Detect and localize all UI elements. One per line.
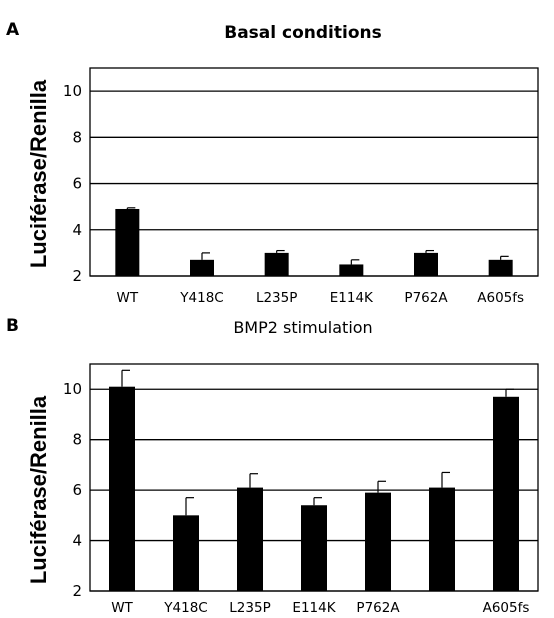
x-tick-label: L235P [256, 290, 297, 306]
y-tick-label: 8 [72, 128, 82, 146]
y-tick-label: 4 [72, 221, 82, 239]
panel-a: A Basal conditions Luciférase/Renilla 2 4… [6, 20, 539, 306]
bar [109, 386, 135, 591]
y-tick-label: 8 [72, 431, 82, 449]
bar [190, 259, 214, 276]
bar [365, 492, 391, 591]
panel-a-y-axis-label: Luciférase/Renilla [26, 79, 51, 268]
panel-a-label: A [6, 20, 20, 40]
bar [173, 515, 199, 591]
x-tick-label: P762A [404, 290, 448, 306]
x-tick-label: E114K [330, 290, 374, 306]
bar [237, 487, 263, 591]
panel-b-plot-area: 2 4 6 8 10 WT Y418C L235P E114K P762A A605fs [63, 363, 539, 616]
y-tick-label: 2 [72, 582, 82, 600]
x-tick-label: WT [117, 290, 139, 306]
y-tick-label: 4 [72, 532, 82, 550]
bar [264, 252, 289, 276]
x-tick-label: P762A [356, 600, 400, 616]
bar [301, 505, 327, 591]
y-tick-label: 6 [72, 175, 82, 193]
panel-b-title: BMP2 stimulation [233, 318, 372, 337]
x-tick-label: A605fs [483, 600, 530, 616]
bar [493, 396, 519, 591]
panel-a-title: Basal conditions [224, 23, 381, 43]
x-tick-label: Y418C [179, 290, 223, 306]
x-tick-label: L235P [229, 600, 270, 616]
x-tick-label: Y418C [163, 600, 207, 616]
bar [429, 487, 455, 591]
y-tick-label: 6 [72, 481, 82, 499]
bar [488, 259, 513, 276]
y-tick-label: 10 [63, 380, 82, 398]
x-tick-label: A605fs [477, 290, 524, 306]
y-tick-label: 2 [72, 267, 82, 285]
panel-b-y-axis-label: Luciférase/Renilla [26, 395, 51, 584]
bar [414, 252, 438, 276]
panel-a-plot-area: 2 4 6 8 10 WT Y418C L235P E114K P762A A605fs [63, 67, 539, 306]
plot-frame [89, 67, 539, 277]
bar [115, 208, 140, 276]
bar [339, 264, 364, 276]
panel-b-label: B [6, 316, 19, 336]
x-tick-label: WT [111, 600, 133, 616]
panel-b: B BMP2 stimulation Luciférase/Renilla 2 4… [6, 316, 539, 616]
y-tick-label: 10 [63, 82, 82, 100]
x-tick-label: E114K [292, 600, 336, 616]
